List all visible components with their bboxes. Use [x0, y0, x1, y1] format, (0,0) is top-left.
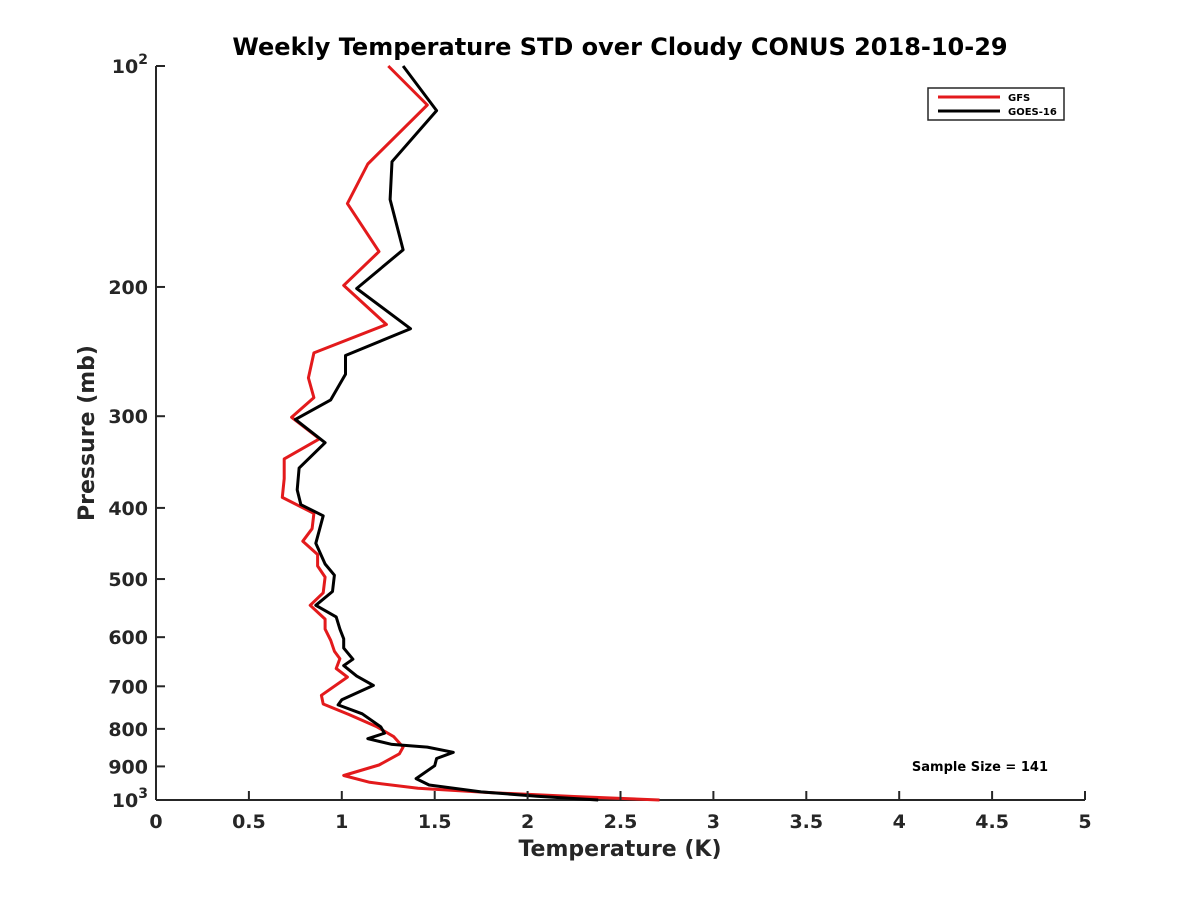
y-tick-label: 800 — [108, 719, 148, 741]
x-tick-label: 2.5 — [604, 811, 638, 833]
series-line-gfs — [280, 64, 660, 802]
y-tick-label: 103 — [112, 786, 148, 812]
x-tick-label: 3 — [707, 811, 720, 833]
sample-size-annotation: Sample Size = 141 — [912, 760, 1048, 775]
series-line-goes-16 — [293, 65, 599, 802]
legend-label-goes-16: GOES-16 — [1008, 107, 1057, 118]
y-axis-label: Pressure (mb) — [75, 345, 100, 521]
x-tick-label: 2 — [521, 811, 534, 833]
legend-label-gfs: GFS — [1008, 93, 1030, 104]
y-tick-label: 900 — [108, 756, 148, 778]
y-tick-label: 700 — [108, 676, 148, 698]
x-tick-label: 0 — [149, 811, 162, 833]
legend: GFS GOES-16 — [927, 87, 1065, 121]
chart-title: Weekly Temperature STD over Cloudy CONUS… — [232, 33, 1007, 61]
x-tick-label: 1 — [335, 811, 348, 833]
x-tick-label: 5 — [1078, 811, 1091, 833]
y-tick-label: 102 — [112, 52, 148, 78]
x-tick-label: 3.5 — [789, 811, 823, 833]
x-tick-label: 4 — [893, 811, 906, 833]
y-tick-label: 600 — [108, 627, 148, 649]
series-layer — [280, 64, 660, 802]
y-tick-label: 200 — [108, 277, 148, 299]
y-ticks: 102 200 300 400 500 600 700 800 900 103 — [108, 52, 165, 812]
legend-box — [927, 87, 1065, 121]
x-tick-label: 4.5 — [975, 811, 1009, 833]
x-tick-label: 0.5 — [232, 811, 266, 833]
x-tick-label: 1.5 — [418, 811, 452, 833]
plot-area: 0 0.5 1 1.5 2 2.5 3 3.5 4 4.5 5 102 200 300 400 500 600… — [108, 52, 1091, 833]
x-axis-label: Temperature (K) — [518, 837, 721, 862]
x-ticks: 0 0.5 1 1.5 2 2.5 3 3.5 4 4.5 5 — [149, 791, 1092, 833]
y-tick-label: 500 — [108, 569, 148, 591]
y-tick-label: 400 — [108, 498, 148, 520]
y-tick-label: 300 — [108, 406, 148, 428]
